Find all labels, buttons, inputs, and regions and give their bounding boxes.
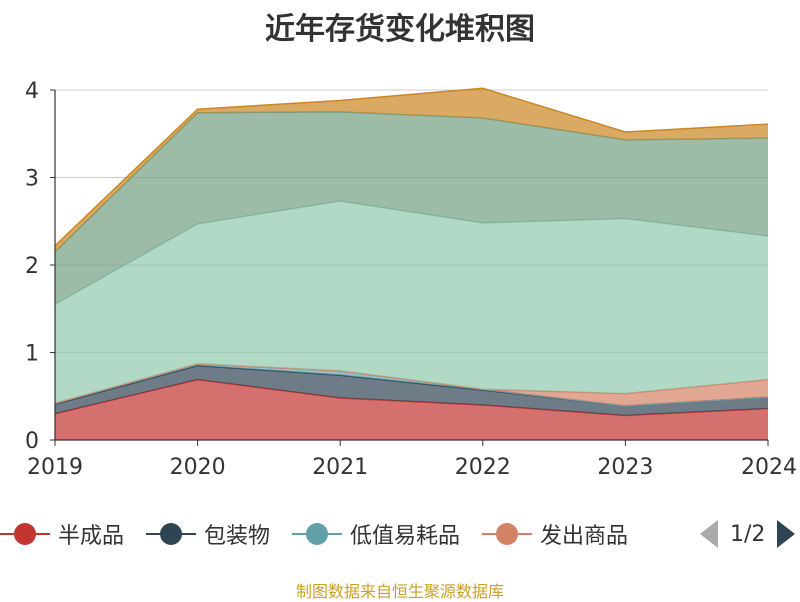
legend-item-3[interactable]: 发出商品 bbox=[482, 518, 628, 550]
legend-label: 低值易耗品 bbox=[350, 524, 461, 549]
x-tick-label: 2022 bbox=[455, 455, 511, 480]
area-半成品 bbox=[55, 379, 768, 440]
legend-label: 半成品 bbox=[58, 524, 125, 549]
area-line-series bbox=[54, 87, 769, 247]
y-tick-label: 1 bbox=[25, 342, 39, 367]
area-series bbox=[55, 88, 768, 252]
legend-marker-icon bbox=[482, 522, 533, 546]
legend-item-1[interactable]: 包装物 bbox=[146, 518, 270, 550]
legend-marker-icon bbox=[292, 522, 343, 546]
area-发出商品 bbox=[55, 363, 768, 406]
area-series bbox=[55, 111, 768, 305]
x-tick-label: 2021 bbox=[312, 455, 368, 480]
y-tick-label: 2 bbox=[25, 254, 39, 279]
x-tick-label: 2020 bbox=[170, 455, 226, 480]
plot-area: 0 1 2 3 4 2019 2020 2021 2022 2023 2024 bbox=[25, 79, 797, 480]
legend-item-0[interactable]: 半成品 bbox=[0, 518, 124, 550]
area-包装物 bbox=[55, 365, 768, 416]
legend-marker-icon bbox=[146, 522, 197, 546]
axis-layer: 0 1 2 3 4 2019 2020 2021 2022 2023 2024 bbox=[25, 79, 797, 480]
area-series bbox=[55, 201, 768, 404]
legend-next-page-icon[interactable] bbox=[777, 520, 796, 548]
x-tick-label: 2024 bbox=[741, 455, 797, 480]
x-tick-label: 2023 bbox=[597, 455, 653, 480]
legend-pager: 1/2 bbox=[700, 516, 796, 552]
y-tick-label: 4 bbox=[25, 79, 39, 104]
legend: 半成品 包装物 低值易耗品 发出商品 bbox=[0, 516, 650, 552]
legend-marker-icon bbox=[0, 522, 50, 546]
legend-item-2[interactable]: 低值易耗品 bbox=[292, 518, 460, 550]
legend-page-indicator: 1/2 bbox=[730, 521, 766, 547]
chart-title: 近年存货变化堆积图 bbox=[265, 12, 535, 47]
legend-prev-page-icon[interactable] bbox=[700, 520, 718, 548]
legend-label: 发出商品 bbox=[540, 524, 629, 549]
area-layer bbox=[54, 87, 769, 440]
y-tick-label: 3 bbox=[25, 167, 39, 192]
y-tick-label: 0 bbox=[25, 429, 39, 454]
source-note: 制图数据来自恒生聚源数据库 bbox=[295, 582, 504, 601]
legend-label: 包装物 bbox=[204, 524, 271, 549]
x-tick-label: 2019 bbox=[27, 455, 83, 480]
